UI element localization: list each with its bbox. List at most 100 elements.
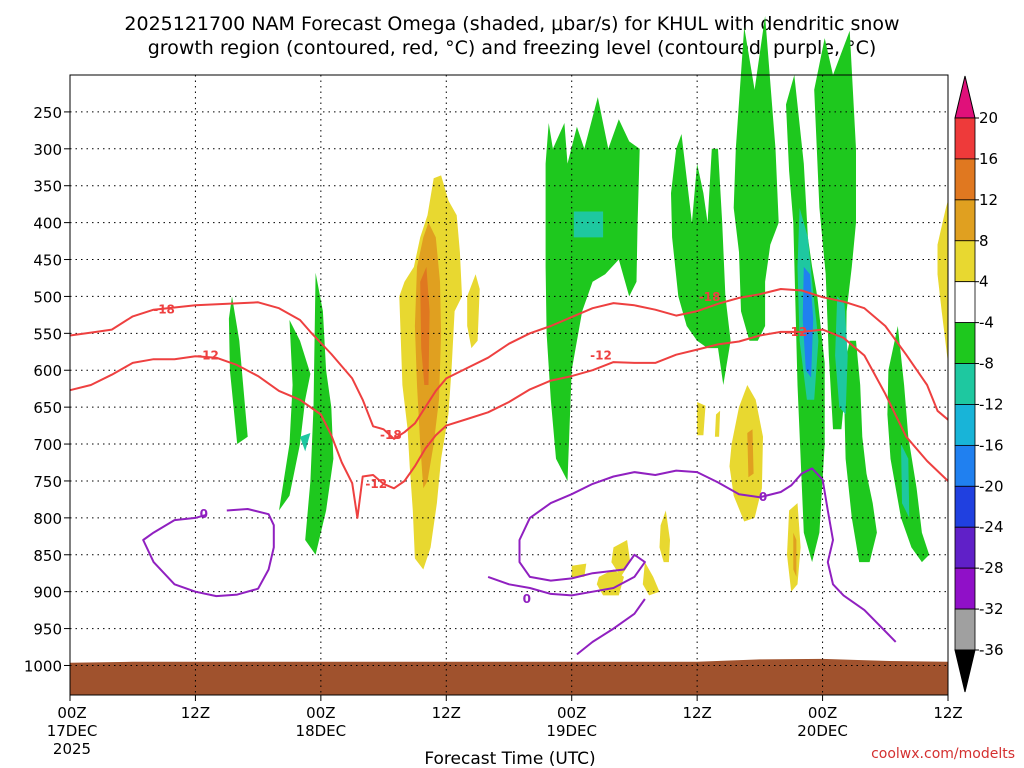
y-tick-label: 650 — [33, 399, 62, 417]
terrain-fill — [70, 658, 948, 695]
x-tick-date: 18DEC — [296, 722, 347, 740]
contour-layer — [69, 288, 949, 656]
colorbar-label: -12 — [979, 395, 1004, 413]
colorbar-bin — [954, 158, 976, 201]
contour-label: 0 — [200, 507, 208, 521]
omega-teal-14 — [901, 444, 910, 518]
colorbar-bin — [954, 567, 976, 610]
terrain-layer — [70, 658, 948, 695]
omega-yellow-17 — [467, 274, 480, 349]
colorbar-bin — [954, 485, 976, 528]
contour-label: -12 — [197, 348, 219, 362]
x-tick-label: 12Z — [181, 704, 210, 722]
omega-green-1 — [279, 320, 311, 511]
y-tick-label: 850 — [33, 547, 62, 565]
chart-title-line2: growth region (contoured, red, °C) and f… — [148, 37, 877, 59]
omega-blue-15 — [802, 266, 814, 378]
colorbar-label: 20 — [979, 109, 998, 127]
y-tick-label: 900 — [33, 584, 62, 602]
omega-yellow-23 — [571, 563, 587, 577]
plot-area: -18 -12 -18 -12 -18 -12 -12 0 0 0 — [69, 16, 949, 696]
colorbar-bin — [954, 281, 976, 324]
colorbar-label: -28 — [979, 559, 1004, 577]
x-tick-date: 19DEC — [546, 722, 597, 740]
y-tick-label: 250 — [33, 104, 62, 122]
frz-0-b-line — [487, 467, 897, 643]
colorbar-label: 4 — [979, 273, 989, 291]
colorbar-label: -16 — [979, 436, 1004, 454]
omega-yellow-20 — [729, 385, 763, 522]
contour-label: 0 — [759, 490, 767, 504]
colorbar-bin — [954, 608, 976, 651]
omega-yellow-25 — [642, 562, 660, 596]
x-tick-label: 12Z — [933, 704, 962, 722]
colorbar-label: 8 — [979, 232, 989, 250]
y-tick-label: 300 — [33, 141, 62, 159]
contour-label: -12 — [786, 325, 808, 339]
omega-gold-30 — [793, 532, 797, 577]
frz-0-c-line — [576, 598, 646, 656]
omega-shading-layer — [228, 16, 948, 596]
y-tick-label: 400 — [33, 215, 62, 233]
omega-yellow-21 — [659, 510, 670, 563]
colorbar-label: -32 — [979, 600, 1004, 618]
contour-label: -18 — [380, 428, 402, 442]
omega-yellow-27 — [937, 200, 948, 363]
y-tick-label: 500 — [33, 288, 62, 306]
colorbar-bottom-arrow — [954, 649, 976, 693]
x-axis-label: Forecast Time (UTC) — [424, 749, 595, 768]
x-tick-label: 00Z — [808, 704, 837, 722]
omega-teal-10 — [573, 211, 604, 238]
colorbar-label: 16 — [979, 150, 998, 168]
omega-green-8 — [843, 340, 877, 563]
omega-green-5 — [733, 16, 779, 341]
contour-label: -12 — [365, 477, 387, 491]
x-tick-label: 00Z — [557, 704, 586, 722]
y-tick-label: 800 — [33, 510, 62, 528]
x-tick-date: 20DEC — [797, 722, 848, 740]
x-tick-year: 2025 — [53, 740, 91, 758]
colorbar-label: 12 — [979, 191, 998, 209]
colorbar-label: -20 — [979, 477, 1004, 495]
plot-frame — [69, 74, 949, 696]
colorbar-bin — [954, 404, 976, 446]
contour-label: -12 — [590, 348, 612, 362]
dgz-18-line — [69, 288, 949, 440]
colorbar-bin — [954, 363, 976, 405]
x-tick-label: 12Z — [432, 704, 461, 722]
omega-gold-29 — [747, 429, 754, 478]
colorbar-bin — [954, 526, 976, 569]
colorbar: 20 16 12 8 4 -4 -8 -12 -16 -20 -24 -28 -32 -36 — [954, 75, 1004, 693]
x-tick-label: 00Z — [306, 704, 335, 722]
contour-label: 0 — [523, 592, 531, 606]
y-tick-label: 350 — [33, 178, 62, 196]
contour-label: -18 — [153, 303, 175, 317]
omega-teal-13 — [835, 296, 848, 415]
omega-green-0 — [228, 296, 248, 444]
y-tick-label: 700 — [33, 436, 62, 454]
colorbar-bin — [954, 240, 976, 283]
chart-title-line1: 2025121700 NAM Forecast Omega (shaded, μ… — [124, 13, 899, 35]
colorbar-label: -4 — [979, 314, 994, 332]
y-tick-label: 750 — [33, 473, 62, 491]
omega-green-4 — [671, 134, 731, 385]
colorbar-label: -36 — [979, 641, 1004, 659]
colorbar-bin — [954, 444, 976, 487]
omega-yellow-18 — [697, 402, 706, 436]
colorbar-label: -24 — [979, 518, 1004, 536]
colorbar-bin — [954, 199, 976, 242]
contour-label: -18 — [699, 290, 721, 304]
gridlines — [70, 75, 948, 695]
colorbar-bin — [954, 117, 976, 160]
omega-green-3 — [545, 97, 640, 481]
colorbar-top-arrow — [954, 75, 976, 119]
y-tick-label: 600 — [33, 362, 62, 380]
dgz-12-line — [69, 328, 949, 519]
frz-0-a-line — [142, 508, 275, 598]
credit-text: coolwx.com/modelts — [871, 746, 1015, 762]
y-tick-label: 950 — [33, 621, 62, 639]
colorbar-bin — [954, 322, 976, 364]
omega-teal-11 — [300, 433, 311, 452]
